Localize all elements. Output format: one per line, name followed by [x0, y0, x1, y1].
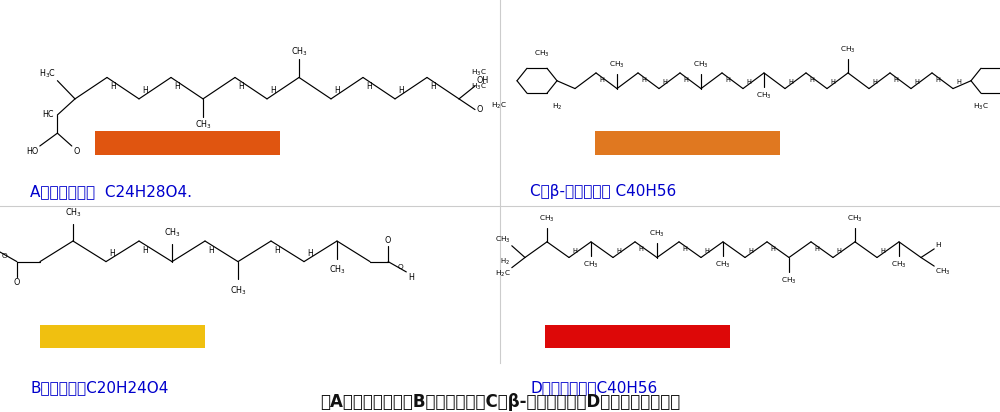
Text: H$_3$C: H$_3$C: [973, 102, 989, 112]
Text: H: H: [366, 82, 372, 91]
Text: H: H: [398, 86, 404, 95]
Text: HO: HO: [26, 147, 38, 156]
Text: CH$_3$: CH$_3$: [583, 260, 599, 270]
Text: H: H: [110, 82, 116, 91]
Text: H: H: [809, 77, 814, 83]
Text: H: H: [142, 246, 148, 255]
Text: H: H: [880, 248, 885, 254]
Text: H: H: [935, 242, 941, 248]
Text: H: H: [704, 248, 709, 254]
Text: H: H: [270, 86, 276, 95]
Text: （A）胸脂树红，（B）藏红花，（C）β-胡萝卜素，（D）番茄红素的结构: （A）胸脂树红，（B）藏红花，（C）β-胡萝卜素，（D）番茄红素的结构: [320, 393, 680, 411]
Text: HC: HC: [42, 110, 53, 119]
Text: H: H: [725, 77, 730, 83]
Text: CH$_3$: CH$_3$: [715, 260, 731, 270]
Text: H: H: [616, 248, 621, 254]
Text: CH$_3$: CH$_3$: [693, 60, 709, 70]
Text: H: H: [836, 248, 841, 254]
Text: H: H: [142, 86, 148, 95]
Text: CH$_3$: CH$_3$: [891, 260, 907, 270]
Text: O: O: [73, 147, 80, 156]
Text: CH$_3$: CH$_3$: [847, 213, 863, 224]
Text: H: H: [814, 246, 819, 252]
Text: H$_2$C: H$_2$C: [495, 269, 511, 279]
Text: CH$_3$: CH$_3$: [609, 60, 625, 70]
Text: D、番茄红素，C40H56: D、番茄红素，C40H56: [530, 380, 657, 395]
Text: H: H: [641, 77, 646, 83]
Text: H$_2$: H$_2$: [500, 257, 510, 267]
Text: H: H: [956, 79, 961, 85]
Text: CH$_3$: CH$_3$: [230, 284, 246, 297]
Text: CH$_3$: CH$_3$: [495, 235, 511, 245]
Text: H: H: [682, 246, 687, 252]
Bar: [545, 325, 730, 348]
Text: B、藏红花，C20H24O4: B、藏红花，C20H24O4: [30, 380, 168, 395]
Text: H$_2$: H$_2$: [552, 102, 562, 112]
Bar: [95, 131, 280, 154]
Text: A、胸脂树红，  C24H28O4.: A、胸脂树红， C24H28O4.: [30, 184, 192, 199]
Text: O: O: [477, 105, 483, 114]
Text: H: H: [748, 248, 753, 254]
Text: H: H: [430, 82, 436, 91]
Text: CH$_3$: CH$_3$: [291, 46, 307, 58]
Text: O: O: [2, 253, 8, 260]
Text: H: H: [872, 79, 877, 85]
Text: H: H: [770, 246, 775, 252]
Text: H: H: [599, 77, 604, 83]
Text: O: O: [14, 278, 20, 287]
Text: H: H: [307, 248, 313, 258]
Text: CH$_3$: CH$_3$: [534, 49, 550, 59]
Text: H: H: [408, 273, 414, 282]
Text: H$_3$C: H$_3$C: [471, 68, 487, 77]
Text: H: H: [638, 246, 643, 252]
Text: H: H: [572, 248, 577, 254]
Text: H: H: [174, 82, 180, 91]
Text: CH$_3$: CH$_3$: [164, 227, 180, 239]
Text: H: H: [788, 79, 793, 85]
Text: C、β-胡萝卜素， C40H56: C、β-胡萝卜素， C40H56: [530, 184, 676, 199]
Text: H: H: [914, 79, 919, 85]
Text: H: H: [334, 86, 340, 95]
Text: CH$_3$: CH$_3$: [840, 44, 856, 55]
Text: H: H: [662, 79, 667, 85]
Text: CH$_3$: CH$_3$: [329, 264, 345, 276]
Text: CH$_3$: CH$_3$: [781, 276, 797, 286]
Text: H$_3$C: H$_3$C: [471, 82, 487, 92]
Bar: [595, 131, 780, 154]
Text: O: O: [397, 264, 403, 270]
Text: CH$_3$: CH$_3$: [539, 213, 555, 224]
Text: H: H: [683, 77, 688, 83]
Text: OH: OH: [477, 76, 489, 85]
Text: H: H: [830, 79, 835, 85]
Text: CH$_3$: CH$_3$: [65, 206, 81, 218]
Text: CH$_3$: CH$_3$: [195, 118, 211, 131]
Text: H: H: [238, 82, 244, 91]
Text: CH$_3$: CH$_3$: [649, 229, 665, 239]
Text: O: O: [385, 236, 391, 245]
Text: CH$_3$: CH$_3$: [756, 91, 772, 101]
Text: H: H: [109, 248, 115, 258]
Text: H: H: [746, 79, 751, 85]
Text: H$_3$C: H$_3$C: [39, 67, 56, 80]
Text: H: H: [935, 77, 940, 83]
Text: H$_2$C: H$_2$C: [491, 101, 507, 111]
Text: H: H: [893, 77, 898, 83]
Bar: [40, 325, 205, 348]
Text: H: H: [274, 246, 280, 255]
Text: H: H: [208, 246, 214, 255]
Text: CH$_3$: CH$_3$: [935, 267, 951, 277]
